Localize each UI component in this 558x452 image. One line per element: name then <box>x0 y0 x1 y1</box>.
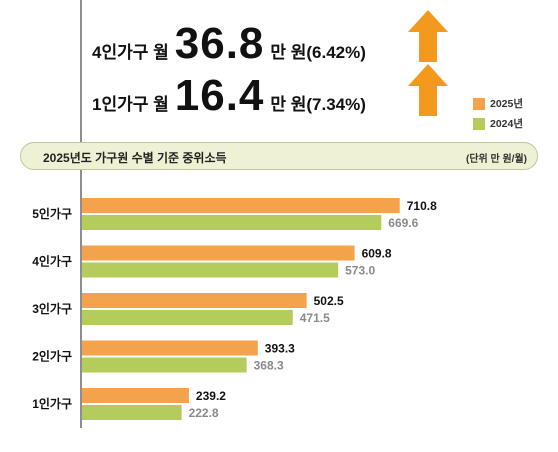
bar-chart: 5인가구 710.8 669.6 4인가구 609.8 573.0 3인가구 502.5 471… <box>32 198 437 420</box>
value-label-2024: 471.5 <box>300 311 330 325</box>
legend-label-2025: 2025년 <box>490 98 524 110</box>
bar-2025 <box>82 245 355 261</box>
bar-2025 <box>82 198 400 213</box>
value-label-2025: 609.8 <box>362 247 392 261</box>
bar-2025 <box>82 293 307 308</box>
category-label: 5인가구 <box>32 206 72 221</box>
bar-2024 <box>82 405 182 420</box>
category-label: 4인가구 <box>32 254 72 269</box>
headline-4person-suffix: 만 원(6.42%) <box>270 43 366 62</box>
chart-title-banner: 2025년도 가구원 수별 기준 중위소득 (단위 만 원/월) <box>20 142 538 170</box>
legend-item-2024: 2024년 <box>473 116 523 131</box>
bar-2024 <box>82 357 247 373</box>
bar-2025 <box>82 388 189 403</box>
value-label-2024: 573.0 <box>345 264 375 278</box>
legend-swatch-2025 <box>473 97 485 110</box>
category-label: 1인가구 <box>32 396 72 411</box>
up-arrow-icon <box>408 64 448 116</box>
up-arrow-icon <box>408 10 448 62</box>
chart-unit: (단위 만 원/월) <box>466 154 527 165</box>
bar-2024 <box>82 215 382 230</box>
headline-1person-prefix: 1인가구 월 <box>92 95 169 114</box>
headline-1person-suffix: 만 원(7.34%) <box>270 95 366 114</box>
category-label: 2인가구 <box>32 349 72 364</box>
headline-4person-value: 36.8 <box>174 19 265 68</box>
headline-4person: 4인가구 월 36.8 만 원(6.42%) <box>92 22 366 66</box>
value-label-2025: 502.5 <box>314 294 344 308</box>
value-label-2025: 710.8 <box>407 199 437 213</box>
headline-1person-value: 16.4 <box>174 71 265 120</box>
chart-title: 2025년도 가구원 수별 기준 중위소득 <box>43 151 227 165</box>
value-label-2025: 393.3 <box>265 342 295 356</box>
headline-1person: 1인가구 월 16.4 만 원(7.34%) <box>92 74 366 118</box>
legend-item-2025: 2025년 <box>473 96 523 111</box>
headline-4person-prefix: 4인가구 월 <box>92 43 169 62</box>
bar-2024 <box>82 310 293 325</box>
axis-line <box>80 0 82 428</box>
value-label-2024: 669.6 <box>388 216 418 230</box>
bar-2024 <box>82 262 339 278</box>
legend-label-2024: 2024년 <box>490 118 524 130</box>
value-label-2024: 222.8 <box>189 406 219 420</box>
value-label-2025: 239.2 <box>196 389 226 403</box>
bar-2025 <box>82 340 258 356</box>
value-label-2024: 368.3 <box>254 359 284 373</box>
legend-swatch-2024 <box>473 117 485 130</box>
category-label: 3인가구 <box>32 301 72 316</box>
